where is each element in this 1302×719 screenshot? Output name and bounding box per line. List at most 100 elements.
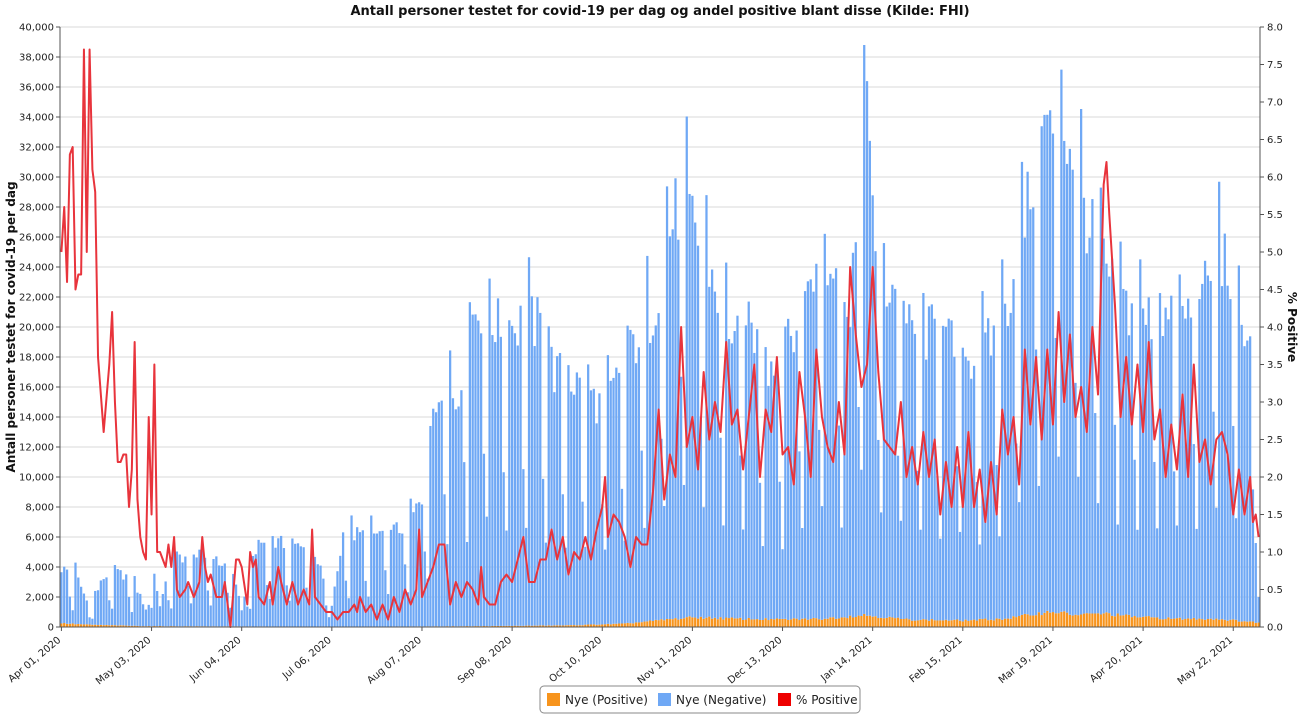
bar-negative [268, 598, 271, 627]
x-tick-label: Oct 10, 2020 [547, 635, 604, 685]
bar-negative [696, 245, 700, 619]
bar-positive [581, 625, 584, 627]
bar-negative [629, 329, 632, 624]
bar-positive [961, 621, 964, 627]
bar-positive [694, 617, 697, 627]
bar-negative [189, 603, 193, 627]
bar-positive [1119, 615, 1122, 627]
y2-tick-label: 8.0 [1267, 23, 1283, 34]
bar-positive [539, 625, 542, 627]
bar-negative [167, 600, 170, 627]
bar-negative [846, 316, 849, 619]
bar-positive [654, 619, 657, 627]
bar-negative [950, 320, 953, 621]
bar-positive [494, 625, 497, 627]
bar-positive [674, 618, 677, 627]
bar-positive [854, 617, 857, 627]
bar-negative [116, 569, 119, 626]
bar-positive [989, 619, 993, 627]
bar-positive [975, 620, 979, 627]
bar-positive [756, 619, 759, 627]
bar-positive [68, 623, 71, 627]
bar-positive [1240, 621, 1243, 627]
bar-positive [1158, 619, 1162, 627]
bar-positive [1232, 619, 1235, 627]
bar-positive [750, 619, 753, 627]
bar-positive [1099, 614, 1102, 627]
bar-positive [561, 625, 564, 627]
bar-negative [834, 268, 838, 619]
bar-negative [356, 527, 359, 627]
bar-positive [682, 618, 686, 627]
bar-positive [857, 615, 860, 627]
bar-negative [578, 377, 581, 626]
bar-positive [719, 617, 722, 627]
bar-negative [1074, 382, 1077, 615]
bar-positive [108, 625, 111, 627]
bar-negative [1116, 524, 1119, 614]
y2-tick-label: 3.5 [1267, 360, 1283, 371]
legend-item-positive[interactable]: Nye (Positive) [547, 693, 648, 707]
bar-positive [705, 617, 708, 627]
bar-negative [682, 484, 686, 619]
bar-negative [319, 565, 322, 627]
legend-item-pct[interactable]: % Positive [778, 693, 857, 707]
bar-negative [85, 600, 88, 625]
y2-tick-label: 0.5 [1267, 585, 1283, 596]
bar-negative [77, 577, 80, 624]
bar-negative [927, 306, 931, 621]
bar-negative [82, 593, 86, 625]
bar-positive [1001, 619, 1004, 627]
bar-negative [482, 453, 486, 627]
bar-negative [716, 312, 719, 620]
bar-negative [654, 325, 657, 620]
bar-positive [823, 618, 826, 627]
bar-positive [60, 623, 63, 627]
bar-positive [967, 620, 970, 627]
bar-negative [1049, 110, 1052, 613]
bar-negative [1189, 317, 1193, 620]
bar-negative [480, 333, 483, 627]
bar-negative [885, 306, 888, 618]
bar-positive [730, 617, 733, 627]
bar-negative [981, 291, 984, 620]
bar-positive [71, 623, 74, 627]
bar-positive [663, 620, 666, 627]
bar-positive [1215, 618, 1218, 627]
bar-negative [389, 529, 393, 627]
bar-negative [770, 361, 773, 620]
legend-item-negative[interactable]: Nye (Negative) [658, 693, 767, 707]
bar-positive [623, 623, 626, 627]
bar-negative [758, 482, 762, 620]
bar-negative [556, 356, 559, 626]
bar-negative [649, 342, 652, 621]
bar-negative [1068, 148, 1071, 615]
bar-positive [927, 620, 931, 627]
bar-negative [113, 565, 117, 626]
bar-negative [454, 409, 457, 627]
bar-negative [1119, 241, 1122, 616]
y2-tick-label: 5.5 [1267, 210, 1283, 221]
bar-negative [403, 564, 407, 627]
bar-negative [243, 596, 246, 627]
bar-negative [201, 550, 204, 627]
bar-negative [91, 618, 94, 625]
x-tick-label: Jun 04, 2020 [187, 635, 243, 685]
bar-positive [781, 618, 784, 627]
bar-positive [770, 619, 773, 627]
bar-negative [902, 300, 905, 619]
bar-positive [1147, 616, 1150, 627]
bar-negative [463, 462, 466, 627]
bar-positive [680, 618, 683, 627]
bar-positive [102, 625, 105, 627]
bar-negative [710, 269, 714, 619]
bar-positive [85, 624, 88, 627]
bar-negative [1015, 443, 1018, 618]
bar-negative [485, 516, 488, 627]
bar-negative [302, 547, 305, 627]
bar-positive [1094, 613, 1097, 627]
bar-negative [218, 565, 221, 627]
bar-negative [913, 333, 917, 621]
bar-negative [561, 494, 564, 626]
bar-positive [74, 624, 77, 627]
